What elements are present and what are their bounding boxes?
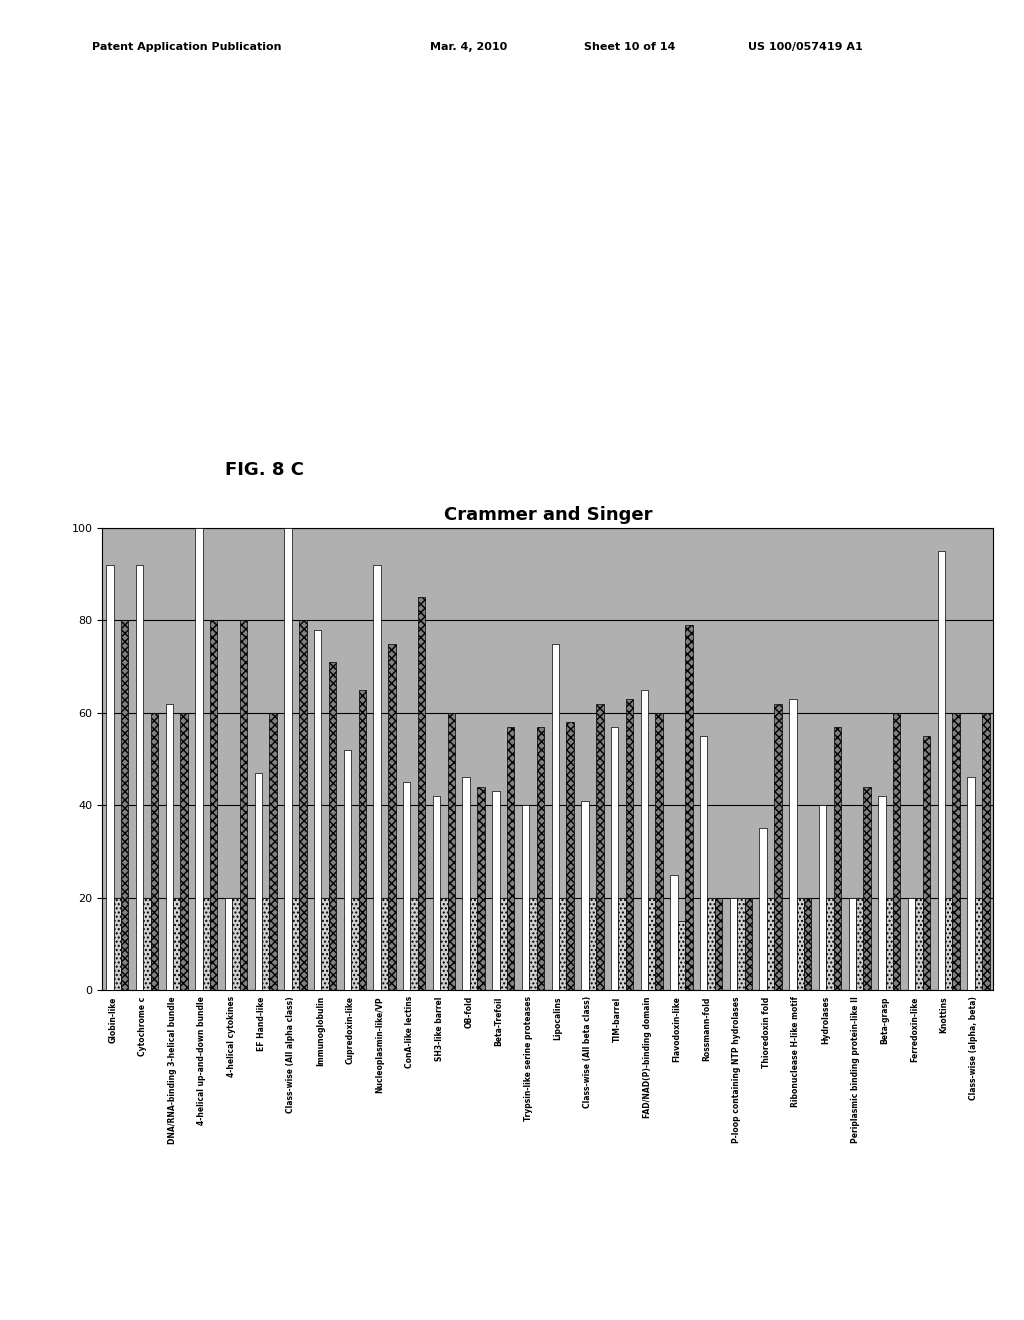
Bar bbox=[915, 898, 923, 990]
Bar bbox=[493, 792, 500, 990]
Bar bbox=[626, 700, 633, 990]
Bar bbox=[708, 898, 715, 990]
Bar bbox=[938, 552, 945, 990]
Bar bbox=[166, 704, 173, 990]
Bar bbox=[292, 898, 299, 990]
Bar bbox=[975, 898, 982, 990]
Bar bbox=[225, 898, 232, 990]
Bar bbox=[411, 898, 418, 990]
Bar bbox=[329, 663, 336, 990]
Bar bbox=[210, 620, 217, 990]
Bar bbox=[114, 898, 121, 990]
Bar bbox=[143, 898, 151, 990]
Bar bbox=[299, 620, 306, 990]
Bar bbox=[685, 626, 692, 990]
Bar bbox=[678, 921, 685, 990]
Bar bbox=[982, 713, 989, 990]
Bar bbox=[908, 898, 915, 990]
Bar bbox=[507, 726, 514, 990]
Bar bbox=[767, 898, 774, 990]
Bar bbox=[529, 898, 537, 990]
Bar bbox=[589, 898, 596, 990]
Bar bbox=[730, 898, 737, 990]
Bar bbox=[151, 713, 158, 990]
Text: Mar. 4, 2010: Mar. 4, 2010 bbox=[430, 42, 507, 53]
Bar bbox=[381, 898, 388, 990]
Bar bbox=[596, 704, 603, 990]
Bar bbox=[358, 689, 366, 990]
Bar bbox=[477, 787, 484, 990]
Bar bbox=[671, 874, 678, 990]
Bar bbox=[744, 898, 752, 990]
Bar bbox=[849, 898, 856, 990]
Bar bbox=[463, 777, 470, 990]
Bar bbox=[255, 774, 262, 990]
Bar bbox=[856, 898, 863, 990]
Bar bbox=[403, 781, 411, 990]
Bar bbox=[804, 898, 811, 990]
Bar bbox=[826, 898, 834, 990]
Bar bbox=[819, 805, 826, 990]
Bar bbox=[173, 898, 180, 990]
Bar bbox=[240, 620, 247, 990]
Bar bbox=[537, 726, 544, 990]
Bar bbox=[552, 644, 559, 990]
Bar bbox=[863, 787, 870, 990]
Bar bbox=[522, 805, 529, 990]
Bar bbox=[314, 630, 322, 990]
Bar bbox=[262, 898, 269, 990]
Bar bbox=[136, 565, 143, 990]
Bar bbox=[566, 722, 573, 990]
Bar bbox=[322, 898, 329, 990]
Bar bbox=[433, 796, 440, 990]
Bar bbox=[797, 898, 804, 990]
Bar bbox=[470, 898, 477, 990]
Bar bbox=[700, 737, 708, 990]
Bar bbox=[834, 726, 841, 990]
Bar bbox=[618, 898, 626, 990]
Text: Sheet 10 of 14: Sheet 10 of 14 bbox=[584, 42, 675, 53]
Bar bbox=[203, 898, 210, 990]
Bar bbox=[760, 829, 767, 990]
Bar bbox=[106, 565, 114, 990]
Bar bbox=[121, 620, 128, 990]
Title: Crammer and Singer: Crammer and Singer bbox=[443, 506, 652, 524]
Bar bbox=[351, 898, 358, 990]
Bar bbox=[582, 800, 589, 990]
Bar bbox=[774, 704, 781, 990]
Bar bbox=[285, 528, 292, 990]
Text: FIG. 8 C: FIG. 8 C bbox=[225, 461, 304, 479]
Bar bbox=[611, 726, 618, 990]
Bar bbox=[655, 713, 663, 990]
Bar bbox=[344, 750, 351, 990]
Text: US 100/057419 A1: US 100/057419 A1 bbox=[748, 42, 862, 53]
Bar bbox=[418, 597, 425, 990]
Bar bbox=[715, 898, 722, 990]
Bar bbox=[559, 898, 566, 990]
Bar bbox=[447, 713, 455, 990]
Bar bbox=[945, 898, 952, 990]
Bar bbox=[388, 644, 395, 990]
Bar bbox=[500, 898, 507, 990]
Bar bbox=[968, 777, 975, 990]
Text: Patent Application Publication: Patent Application Publication bbox=[92, 42, 282, 53]
Bar bbox=[440, 898, 447, 990]
Bar bbox=[232, 898, 240, 990]
Bar bbox=[737, 898, 744, 990]
Bar bbox=[196, 528, 203, 990]
Bar bbox=[923, 737, 930, 990]
Bar bbox=[886, 898, 893, 990]
Bar bbox=[269, 713, 276, 990]
Bar bbox=[648, 898, 655, 990]
Bar bbox=[641, 689, 648, 990]
Bar bbox=[879, 796, 886, 990]
Bar bbox=[952, 713, 959, 990]
Bar bbox=[790, 700, 797, 990]
Bar bbox=[374, 565, 381, 990]
Bar bbox=[180, 713, 187, 990]
Bar bbox=[893, 713, 900, 990]
